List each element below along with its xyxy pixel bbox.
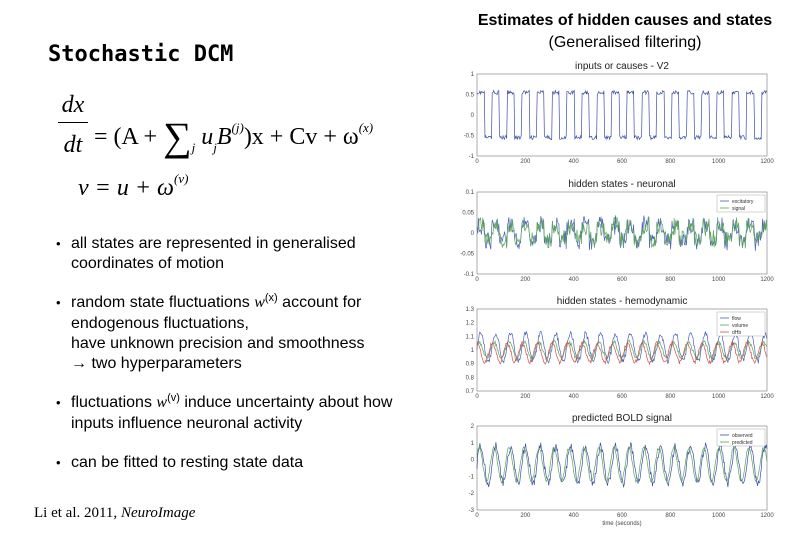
x-tick-label: 1000: [712, 159, 726, 165]
bullet-list: all states are represented in generalise…: [56, 234, 436, 492]
y-tick-label: -1: [469, 154, 475, 160]
eq-rhs: = (A + ∑j ujB(j))x + Cv + ω(x): [94, 114, 374, 159]
series-line-input: [476, 89, 768, 141]
y-tick-label: 1: [471, 72, 475, 78]
fraction-bar: [58, 122, 88, 123]
y-tick-label: -3: [469, 508, 475, 514]
legend-label: signal: [732, 206, 745, 212]
x-axis-label: time (seconds): [602, 521, 641, 527]
y-tick-label: 2: [471, 424, 475, 430]
y-tick-label: 0.9: [466, 362, 475, 368]
y-tick-label: 0.05: [462, 211, 474, 217]
chart-inputs-svg: inputs or causes - V2 0 200 400 600 800 1000 12…: [464, 61, 775, 165]
x-tick-label: 1200: [760, 159, 774, 165]
chart-hemodynamic-svg: hidden states - hemodynamic 0 200 400 600 800…: [466, 296, 775, 400]
eq-denominator: dt: [63, 132, 83, 158]
chart-hemodynamic: hidden states - hemodynamic 0 200 400 600 800…: [455, 295, 785, 405]
bullet-item: random state fluctuations w(x) account f…: [56, 292, 436, 374]
plot-area: [476, 73, 768, 157]
x-tick-label: 1200: [760, 513, 774, 519]
y-tick-label: 1: [471, 348, 475, 354]
y-tick-label: 1.3: [466, 307, 475, 313]
x-tick-label: 600: [617, 513, 628, 519]
x-tick-label: 1000: [712, 394, 726, 400]
y-tick-label: 0: [471, 231, 475, 237]
x-tick-label: 1200: [760, 277, 774, 283]
chart-bold: predicted BOLD signal 0 200 400 600 800 1000 12…: [455, 412, 785, 532]
y-tick-label: 1: [471, 441, 475, 447]
x-tick-label: 0: [475, 513, 479, 519]
chart-title: hidden states - hemodynamic: [557, 296, 688, 307]
x-tick-label: 200: [520, 277, 531, 283]
legend-label: dHb: [732, 330, 741, 336]
y-tick-label: 0: [471, 113, 475, 119]
chart-neuronal: hidden states - neuronal 0 200 400 600 800 100…: [455, 178, 785, 288]
x-tick-label: 400: [569, 513, 580, 519]
legend-label: flow: [732, 316, 741, 322]
x-tick-label: 600: [617, 394, 628, 400]
x-tick-label: 800: [665, 159, 676, 165]
legend-label: volume: [732, 323, 748, 329]
legend-label: observed: [732, 433, 753, 439]
x-tick-label: 400: [569, 277, 580, 283]
x-tick-label: 800: [665, 277, 676, 283]
x-tick-label: 1200: [760, 394, 774, 400]
x-tick-label: 400: [569, 159, 580, 165]
chart-title: hidden states - neuronal: [568, 179, 675, 190]
x-tick-label: 600: [617, 159, 628, 165]
y-tick-label: 0.5: [466, 93, 475, 99]
chart-title: inputs or causes - V2: [575, 61, 669, 72]
y-tick-label: -0.5: [464, 134, 475, 140]
series-line-excitatory: [476, 215, 768, 251]
figure-heading: Estimates of hidden causes and states (G…: [477, 12, 773, 51]
bullet-item: fluctuations w(v) induce uncertainty abo…: [56, 392, 436, 434]
x-tick-label: 200: [520, 394, 531, 400]
x-tick-label: 600: [617, 277, 628, 283]
x-tick-label: 800: [665, 394, 676, 400]
legend-label: excitatory: [732, 199, 754, 205]
chart-neuronal-svg: hidden states - neuronal 0 200 400 600 800 100…: [460, 179, 774, 283]
slide-title: Stochastic DCM: [48, 42, 234, 67]
citation: Li et al. 2011, NeuroImage: [34, 505, 196, 521]
equation-input: v = u + ω(v): [78, 171, 189, 201]
y-tick-label: 0.8: [466, 375, 475, 381]
y-tick-label: 0: [471, 458, 475, 464]
y-tick-label: -0.05: [460, 252, 474, 258]
legend-label: predicted: [732, 440, 753, 446]
x-tick-label: 800: [665, 513, 676, 519]
bullet-item: can be fitted to resting state data: [56, 453, 436, 473]
y-tick-label: 0.7: [466, 389, 475, 395]
x-tick-label: 0: [475, 277, 479, 283]
y-tick-label: -0.1: [464, 272, 475, 278]
x-tick-label: 200: [520, 513, 531, 519]
y-tick-label: 0.1: [466, 190, 475, 196]
series-line-dHb: [476, 340, 768, 366]
series-line-signal: [477, 216, 768, 249]
y-tick-label: 1.2: [466, 321, 475, 327]
x-tick-label: 400: [569, 394, 580, 400]
series-line-predicted: [476, 445, 768, 484]
x-tick-label: 1000: [712, 513, 726, 519]
x-tick-label: 0: [475, 394, 479, 400]
y-tick-label: -1: [469, 474, 475, 480]
eq-numerator: dx: [61, 92, 85, 118]
x-tick-label: 1000: [712, 277, 726, 283]
bullet-item: all states are represented in generalise…: [56, 234, 436, 274]
y-tick-label: 1.1: [466, 334, 475, 340]
x-tick-label: 0: [475, 159, 479, 165]
chart-inputs: inputs or causes - V2 0 200 400 600 800 1000 12…: [455, 60, 785, 170]
x-tick-label: 200: [520, 159, 531, 165]
y-tick-label: -2: [469, 491, 475, 497]
series-line-flow: [476, 330, 768, 365]
sum-symbol: ∑: [163, 114, 192, 159]
chart-title: predicted BOLD signal: [572, 413, 672, 424]
